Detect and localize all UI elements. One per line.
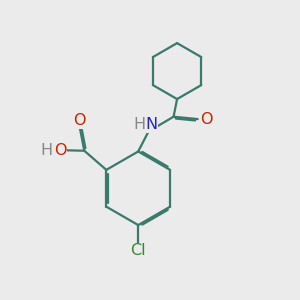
Text: N: N <box>146 118 158 133</box>
Text: H: H <box>133 118 145 133</box>
Text: O: O <box>200 112 212 127</box>
Text: H: H <box>41 142 53 158</box>
Text: O: O <box>54 142 66 158</box>
Text: Cl: Cl <box>130 244 146 259</box>
Text: O: O <box>74 113 86 128</box>
